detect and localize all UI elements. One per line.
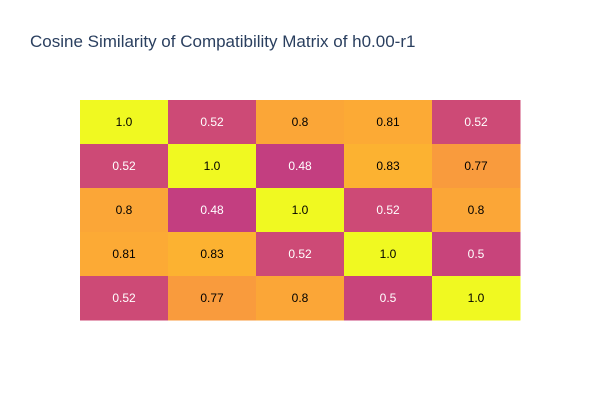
- heatmap-cell-label: 0.83: [200, 247, 224, 261]
- heatmap-cell-label: 1.0: [292, 203, 309, 217]
- heatmap-cell: [432, 232, 521, 277]
- heatmap-cell-label: 1.0: [468, 291, 485, 305]
- heatmap-cell: [80, 232, 169, 277]
- heatmap-cell-label: 0.5: [380, 291, 397, 305]
- heatmap-cell: [432, 144, 521, 189]
- heatmap-cell-label: 0.8: [116, 203, 133, 217]
- heatmap-cell-label: 0.52: [200, 115, 224, 129]
- heatmap-cell-label: 0.8: [292, 115, 309, 129]
- heatmap-cells: [80, 100, 521, 321]
- heatmap-cell: [256, 144, 345, 189]
- heatmap-cell: [256, 100, 345, 145]
- heatmap-cell: [256, 232, 345, 277]
- heatmap-cell-label: 0.77: [200, 291, 224, 305]
- heatmap-cell: [168, 100, 257, 145]
- heatmap-cell: [80, 100, 169, 145]
- heatmap-cell: [80, 276, 169, 321]
- heatmap-cell: [168, 232, 257, 277]
- heatmap-cell: [168, 144, 257, 189]
- heatmap-cell: [432, 188, 521, 233]
- heatmap-cell-label: 0.52: [288, 247, 312, 261]
- heatmap-cell-label: 0.48: [288, 159, 312, 173]
- heatmap-cell: [168, 276, 257, 321]
- heatmap-cell-label: 1.0: [380, 247, 397, 261]
- heatmap-cell: [432, 276, 521, 321]
- heatmap-cell: [432, 100, 521, 145]
- heatmap-cell-label: 0.52: [112, 159, 136, 173]
- heatmap-cell: [256, 188, 345, 233]
- heatmap-cell-label: 0.77: [464, 159, 488, 173]
- heatmap-cell-label: 0.8: [468, 203, 485, 217]
- heatmap-cell: [256, 276, 345, 321]
- heatmap-cell-label: 1.0: [204, 159, 221, 173]
- heatmap-cell-label: 1.0: [116, 115, 133, 129]
- heatmap-cell-label: 0.81: [112, 247, 136, 261]
- heatmap-cell: [344, 188, 433, 233]
- heatmap-cell: [80, 144, 169, 189]
- heatmap-cell: [344, 100, 433, 145]
- heatmap-cell-label: 0.81: [376, 115, 400, 129]
- chart-title: Cosine Similarity of Compatibility Matri…: [30, 32, 416, 51]
- heatmap-cell-label: 0.52: [376, 203, 400, 217]
- heatmap-cell: [344, 232, 433, 277]
- heatmap-cell: [168, 188, 257, 233]
- heatmap-cell-label: 0.52: [464, 115, 488, 129]
- heatmap-cell: [344, 276, 433, 321]
- heatmap-cell: [80, 188, 169, 233]
- heatmap-cell-label: 0.5: [468, 247, 485, 261]
- heatmap-cell-label: 0.8: [292, 291, 309, 305]
- heatmap-cell: [344, 144, 433, 189]
- heatmap-labels: 1.0 0.52 0.8 0.81 0.52 0.52 1.0 0.48 0.83 0.77 0.8…: [112, 115, 488, 305]
- heatmap-cell-label: 0.48: [200, 203, 224, 217]
- heatmap-cell-label: 0.83: [376, 159, 400, 173]
- heatmap-cell-label: 0.52: [112, 291, 136, 305]
